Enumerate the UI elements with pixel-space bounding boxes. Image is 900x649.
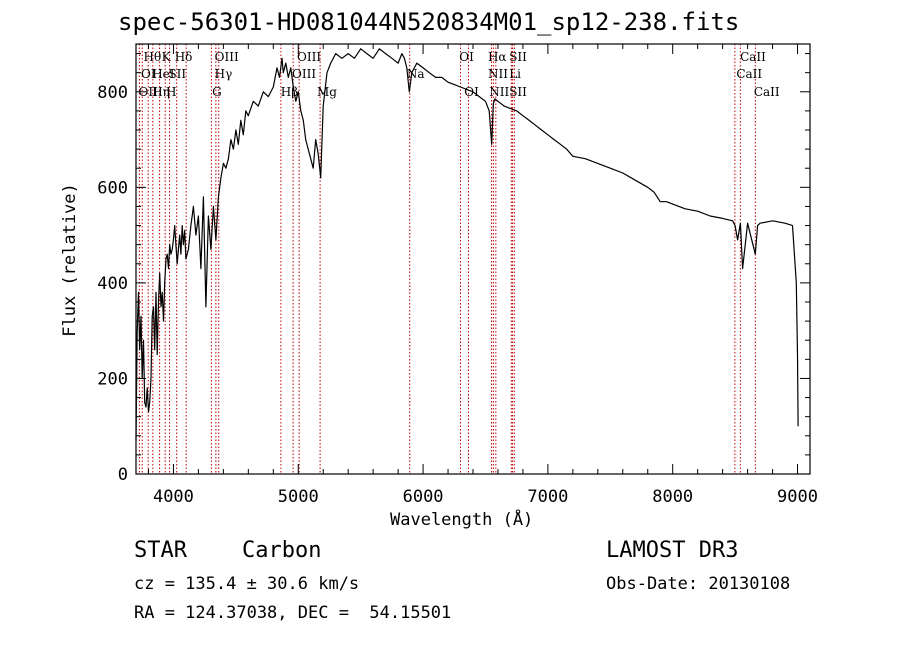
- x-tick-label: 5000: [278, 487, 319, 507]
- line-label: OI: [141, 67, 156, 81]
- x-tick-label: 4000: [153, 487, 194, 507]
- survey-name: LAMOST DR3: [606, 538, 739, 563]
- chart-title: spec-56301-HD081044N520834M01_sp12-238.f…: [118, 8, 740, 36]
- line-label: Hγ: [215, 67, 233, 81]
- redshift-info: cz = 135.4 ± 30.6 km/s: [134, 574, 360, 594]
- line-label: OIII: [215, 50, 239, 64]
- line-label: Hη: [152, 85, 170, 99]
- line-label: CaII: [754, 85, 780, 99]
- line-label: OIII: [297, 50, 321, 64]
- line-label: CaII: [740, 50, 766, 64]
- obs-date: Obs-Date: 20130108: [606, 574, 791, 594]
- line-label: NII: [488, 67, 508, 81]
- line-label: Na: [407, 67, 425, 81]
- line-label: SII: [509, 85, 527, 99]
- line-label: Hβ: [281, 85, 298, 99]
- spectrum-trace-group: [135, 48, 799, 441]
- y-tick-label: 800: [97, 83, 128, 103]
- line-label: H: [166, 85, 176, 99]
- line-label: Hθ: [143, 50, 161, 64]
- x-tick-label: 9000: [777, 487, 818, 507]
- coordinates: RA = 124.37038, DEC = 54.15501: [134, 603, 452, 623]
- line-label: OIII: [292, 67, 316, 81]
- plot-frame: [135, 43, 811, 475]
- x-axis-label: Wavelength (Å): [390, 510, 534, 530]
- line-label: HeI: [152, 67, 175, 81]
- spectrum-line: [135, 48, 799, 441]
- line-label: Mg: [317, 85, 337, 99]
- line-label: NII: [489, 85, 509, 99]
- ticks-group: 4000 5000 6000 7000 8000 9000 0 200 400 600 800: [97, 44, 818, 507]
- x-tick-label: 8000: [652, 487, 693, 507]
- y-axis-label: Flux (relative): [60, 183, 80, 337]
- line-label: K: [162, 50, 172, 64]
- line-label: CaII: [736, 67, 762, 81]
- line-label: OII: [138, 85, 158, 99]
- x-tick-label: 7000: [527, 487, 568, 507]
- line-label: Hα: [488, 50, 507, 64]
- y-tick-label: 600: [97, 178, 128, 198]
- object-class: STAR: [134, 538, 187, 563]
- line-label: Li: [509, 67, 521, 81]
- line-label: OI: [464, 85, 479, 99]
- line-label: G: [212, 85, 222, 99]
- axes-group: [135, 43, 811, 475]
- y-tick-label: 0: [118, 465, 128, 485]
- line-label: SII: [168, 67, 186, 81]
- object-subclass: Carbon: [242, 538, 322, 563]
- line-label: OI: [459, 50, 474, 64]
- line-mark-group: [138, 44, 756, 474]
- line-label: Hδ: [175, 50, 193, 64]
- y-tick-label: 400: [97, 274, 128, 294]
- x-tick-label: 6000: [403, 487, 444, 507]
- line-label: SII: [509, 50, 527, 64]
- y-tick-label: 200: [97, 369, 128, 389]
